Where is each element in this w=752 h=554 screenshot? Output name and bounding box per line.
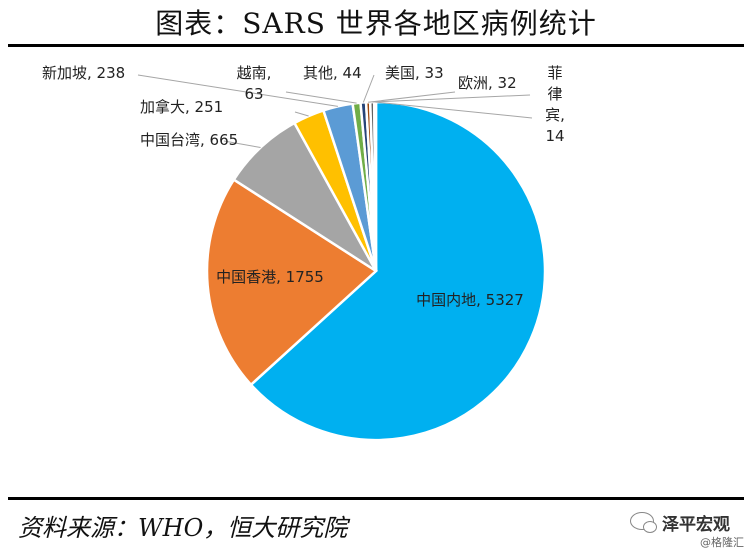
data-label-9: 欧洲, 32 — [458, 74, 517, 92]
leader-line-6 — [285, 91, 357, 104]
watermark: 泽平宏观 @格隆汇 — [630, 508, 745, 549]
source-note: 资料来源：WHO，恒大研究院 — [18, 514, 348, 542]
data-label-3: 中国台湾, 665 — [140, 131, 238, 149]
leader-line-10 — [375, 101, 533, 119]
bottom-rule — [8, 497, 744, 500]
leader-line-4 — [294, 111, 309, 117]
chart-title: 图表：SARS 世界各地区病例统计 — [155, 7, 597, 40]
data-label-7: 其他, 44 — [303, 64, 362, 82]
watermark-name: 泽平宏观 — [662, 515, 730, 535]
top-rule — [8, 44, 744, 47]
leader-line-9 — [372, 94, 531, 103]
data-label-8: 美国, 33 — [385, 64, 444, 82]
data-label-5: 新加坡, 238 — [42, 64, 125, 82]
data-label-2: 中国香港, 1755 — [216, 268, 324, 286]
leader-line-7 — [362, 74, 375, 103]
pie-slice-2 — [205, 177, 379, 387]
pie-slice-1 — [249, 100, 547, 442]
data-label-10: 菲律宾, 14 — [545, 64, 565, 145]
leader-line-3 — [223, 140, 261, 148]
leader-line-5 — [137, 74, 338, 107]
data-label-4: 加拿大, 251 — [140, 98, 223, 116]
data-label-1: 中国内地, 5327 — [416, 291, 524, 309]
data-label-6: 越南, 63 — [237, 64, 272, 103]
leader-line-8 — [368, 91, 456, 103]
pie-slice-10 — [372, 100, 378, 272]
wechat-icon — [630, 512, 657, 533]
watermark-sub: @格隆汇 — [700, 536, 744, 549]
